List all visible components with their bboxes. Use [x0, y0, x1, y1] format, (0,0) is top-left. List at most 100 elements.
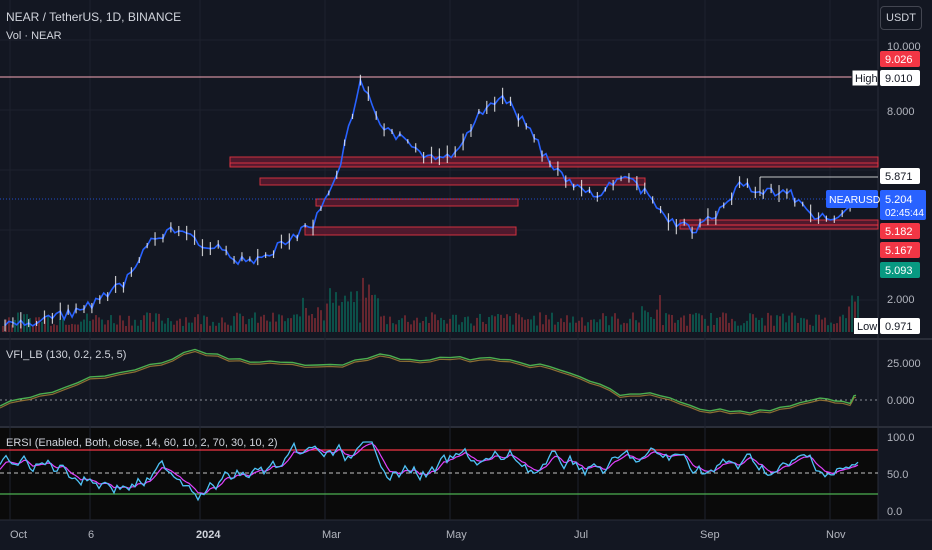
volume-bar — [482, 321, 484, 332]
volume-bar — [368, 284, 370, 332]
volume-bar — [716, 317, 718, 332]
volume-bar — [356, 291, 358, 332]
time-tick: Jul — [574, 529, 588, 541]
volume-bar — [236, 312, 238, 332]
volume-bar — [86, 313, 88, 332]
volume-bar — [563, 322, 565, 332]
volume-bar — [569, 322, 571, 332]
sr-zone — [315, 198, 519, 207]
volume-bar — [587, 322, 589, 332]
volume-bar — [260, 316, 262, 332]
volume-bar — [239, 313, 241, 332]
high-label-bg — [851, 69, 879, 87]
volume-bar — [143, 315, 145, 332]
volume-bar — [227, 324, 229, 332]
volume-bar — [332, 302, 334, 332]
price-label-5093-bg — [880, 262, 920, 278]
volume-bar — [749, 313, 751, 332]
volume-bar — [551, 312, 553, 332]
ersi-legend[interactable]: ERSI (Enabled, Both, close, 14, 60, 10, … — [6, 437, 278, 449]
price-tick: 8.000 — [887, 106, 915, 118]
volume-bar — [326, 303, 328, 332]
volume-bar — [401, 318, 403, 332]
volume-bar — [47, 316, 49, 332]
current-price-label: 5.204 — [885, 194, 913, 206]
volume-bar — [194, 317, 196, 332]
volume-bar — [791, 312, 793, 332]
volume-bar — [704, 318, 706, 332]
volume-bar — [374, 294, 376, 332]
vfi-pane[interactable] — [0, 340, 878, 426]
volume-bar — [683, 315, 685, 332]
volume-bar — [200, 324, 202, 332]
vol-legend[interactable]: Vol · NEAR — [6, 30, 62, 42]
volume-bar — [836, 323, 838, 332]
volume-bar — [329, 288, 331, 332]
volume-bar — [557, 321, 559, 332]
volume-bar — [179, 318, 181, 332]
volume-bar — [209, 325, 211, 332]
volume-bar — [530, 319, 532, 332]
volume-bar — [554, 324, 556, 332]
price-pane[interactable] — [0, 0, 878, 338]
volume-bar — [191, 322, 193, 332]
volume-bar — [92, 319, 94, 332]
ersi-pane[interactable] — [0, 428, 878, 520]
volume-bar — [308, 315, 310, 332]
volume-bar — [809, 324, 811, 332]
volume-bar — [32, 325, 34, 332]
volume-bar — [185, 317, 187, 332]
vfi-tick: 25.000 — [887, 358, 921, 370]
volume-bar — [833, 323, 835, 332]
volume-bar — [107, 320, 109, 332]
grid — [0, 0, 878, 520]
volume-bar — [653, 318, 655, 332]
volume-bar — [455, 314, 457, 332]
volume-bar — [812, 325, 814, 332]
volume-bar — [113, 323, 115, 332]
ersi-tick: 50.0 — [887, 469, 908, 481]
symbol-legend[interactable]: NEAR / TetherUS, 1D, BINANCE — [6, 10, 182, 24]
price-tick: 2.000 — [887, 294, 915, 306]
volume-bar — [620, 324, 622, 332]
volume-bar — [305, 307, 307, 332]
volume-bar — [386, 324, 388, 332]
volume-bar — [383, 315, 385, 332]
volume-bar — [275, 321, 277, 332]
volume-bar — [479, 313, 481, 332]
volume-bar — [725, 313, 727, 332]
volume-bar — [695, 312, 697, 332]
volume-bar — [419, 322, 421, 332]
volume-bar — [173, 324, 175, 332]
volume-bar — [122, 320, 124, 332]
volume-bar — [128, 315, 130, 332]
volume-bar — [665, 313, 667, 332]
volume-bar — [158, 313, 160, 332]
volume-bar — [83, 319, 85, 332]
price-tick: 10.000 — [887, 41, 921, 53]
sr-zone — [259, 177, 646, 186]
vfi-line — [0, 348, 857, 414]
volume-bar — [830, 322, 832, 332]
vfi-legend[interactable]: VFI_LB (130, 0.2, 2.5, 5) — [6, 349, 127, 361]
volume-bar — [521, 317, 523, 332]
volume-bar — [458, 324, 460, 332]
volume-bar — [572, 316, 574, 332]
volume-bar — [761, 317, 763, 332]
volume-bar — [80, 321, 82, 332]
volume-bar — [254, 312, 256, 332]
volume-bar — [149, 312, 151, 332]
volume-bar — [278, 314, 280, 332]
volume-bar — [224, 322, 226, 332]
volume-bar — [635, 320, 637, 332]
volume-bar — [734, 321, 736, 332]
volume-bar — [56, 325, 58, 332]
volume-bar — [533, 315, 535, 332]
currency-button[interactable]: USDT — [880, 6, 922, 30]
low-label: Low — [857, 321, 877, 333]
volume-bar — [299, 316, 301, 332]
volume-bar — [50, 325, 52, 332]
volume-bar — [416, 317, 418, 332]
volume-bar — [644, 310, 646, 332]
